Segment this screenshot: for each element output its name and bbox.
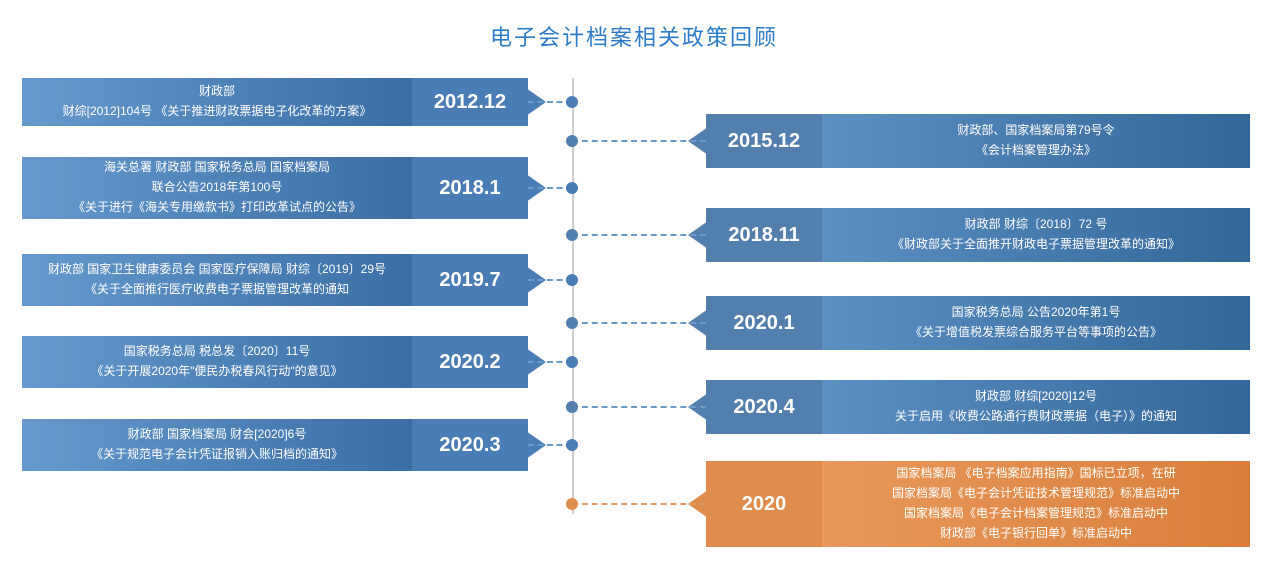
date-flag: 2019.7 — [412, 254, 528, 306]
timeline-dot — [566, 182, 578, 194]
policy-box: 财政部 国家卫生健康委员会 国家医疗保障局 财综〔2019〕29号《关于全面推行… — [22, 254, 412, 306]
timeline-entry: 财政部 财综[2020]12号关于启用《收费公路通行费财政票据（电子）》的通知2… — [706, 380, 1250, 434]
policy-box: 财政部 财综〔2018〕72 号《财政部关于全面推开财政电子票据管理改革的通知》 — [822, 208, 1250, 262]
timeline-dot — [566, 356, 578, 368]
date-flag: 2015.12 — [706, 114, 822, 168]
connector-line — [572, 140, 706, 142]
date-flag: 2020.4 — [706, 380, 822, 434]
policy-box: 财政部 国家档案局 财会[2020]6号《关于规范电子会计凭证报销入账归档的通知… — [22, 419, 412, 471]
timeline-entry: 财政部 财综〔2018〕72 号《财政部关于全面推开财政电子票据管理改革的通知》… — [706, 208, 1250, 262]
policy-line: 《会计档案管理办法》 — [976, 141, 1096, 159]
date-flag: 2020.2 — [412, 336, 528, 388]
date-flag: 2020.1 — [706, 296, 822, 350]
policy-line: 关于启用《收费公路通行费财政票据（电子）》的通知 — [895, 407, 1177, 425]
timeline-dot — [566, 229, 578, 241]
policy-line: 《关于开展2020年"便民办税春风行动"的意见》 — [91, 362, 342, 380]
policy-box: 财政部财综[2012]104号 《关于推进财政票据电子化改革的方案》 — [22, 78, 412, 126]
timeline-dot — [566, 96, 578, 108]
timeline-entry: 财政部财综[2012]104号 《关于推进财政票据电子化改革的方案》2012.1… — [22, 78, 528, 126]
timeline-dot — [566, 274, 578, 286]
policy-line: 财政部 — [199, 82, 235, 100]
policy-line: 国家档案局《电子会计档案管理规范》标准启动中 — [904, 504, 1168, 522]
date-flag: 2018.1 — [412, 157, 528, 219]
policy-line: 《关于规范电子会计凭证报销入账归档的通知》 — [91, 445, 343, 463]
policy-line: 财政部《电子银行回单》标准启动中 — [940, 524, 1132, 542]
page-title: 电子会计档案相关政策回顾 — [490, 20, 778, 52]
timeline-dot — [566, 439, 578, 451]
timeline-dot — [566, 498, 578, 510]
connector-line — [572, 234, 706, 236]
policy-line: 国家税务总局 公告2020年第1号 — [952, 303, 1121, 321]
policy-line: 《关于进行《海关专用缴款书》打印改革试点的公告》 — [73, 198, 361, 216]
policy-box: 财政部、国家档案局第79号令《会计档案管理办法》 — [822, 114, 1250, 168]
date-flag: 2020.3 — [412, 419, 528, 471]
policy-line: 财政部、国家档案局第79号令 — [957, 121, 1114, 139]
timeline-dot — [566, 135, 578, 147]
timeline-dot — [566, 401, 578, 413]
policy-box: 国家档案局 《电子档案应用指南》国标已立项，在研国家档案局《电子会计凭证技术管理… — [822, 461, 1250, 547]
timeline-entry: 国家税务总局 税总发〔2020〕11号《关于开展2020年"便民办税春风行动"的… — [22, 336, 528, 388]
policy-box: 国家税务总局 税总发〔2020〕11号《关于开展2020年"便民办税春风行动"的… — [22, 336, 412, 388]
timeline-entry: 财政部 国家档案局 财会[2020]6号《关于规范电子会计凭证报销入账归档的通知… — [22, 419, 528, 471]
date-flag: 2012.12 — [412, 78, 528, 126]
policy-line: 联合公告2018年第100号 — [152, 178, 283, 196]
timeline-dot — [566, 317, 578, 329]
policy-line: 国家档案局 《电子档案应用指南》国标已立项，在研 — [896, 464, 1175, 482]
policy-line: 国家税务总局 税总发〔2020〕11号 — [124, 342, 311, 360]
connector-line — [572, 322, 706, 324]
policy-box: 国家税务总局 公告2020年第1号《关于增值税发票综合服务平台等事项的公告》 — [822, 296, 1250, 350]
policy-line: 国家档案局《电子会计凭证技术管理规范》标准启动中 — [892, 484, 1180, 502]
policy-line: 财政部 国家卫生健康委员会 国家医疗保障局 财综〔2019〕29号 — [48, 260, 386, 278]
connector-line — [572, 406, 706, 408]
policy-line: 《关于增值税发票综合服务平台等事项的公告》 — [910, 323, 1162, 341]
timeline-entry: 财政部 国家卫生健康委员会 国家医疗保障局 财综〔2019〕29号《关于全面推行… — [22, 254, 528, 306]
policy-line: 海关总署 财政部 国家税务总局 国家档案局 — [104, 158, 330, 176]
policy-line: 财政部 财综〔2018〕72 号 — [965, 215, 1108, 233]
policy-line: 财政部 财综[2020]12号 — [975, 387, 1097, 405]
policy-line: 财综[2012]104号 《关于推进财政票据电子化改革的方案》 — [63, 102, 372, 120]
timeline-entry: 国家档案局 《电子档案应用指南》国标已立项，在研国家档案局《电子会计凭证技术管理… — [706, 461, 1250, 547]
date-flag: 2018.11 — [706, 208, 822, 262]
policy-line: 《财政部关于全面推开财政电子票据管理改革的通知》 — [892, 235, 1180, 253]
timeline-entry: 海关总署 财政部 国家税务总局 国家档案局联合公告2018年第100号《关于进行… — [22, 157, 528, 219]
connector-line — [572, 503, 706, 505]
policy-line: 《关于全面推行医疗收费电子票据管理改革的通知 — [85, 280, 349, 298]
timeline-entry: 财政部、国家档案局第79号令《会计档案管理办法》2015.12 — [706, 114, 1250, 168]
timeline-entry: 国家税务总局 公告2020年第1号《关于增值税发票综合服务平台等事项的公告》20… — [706, 296, 1250, 350]
policy-box: 海关总署 财政部 国家税务总局 国家档案局联合公告2018年第100号《关于进行… — [22, 157, 412, 219]
policy-line: 财政部 国家档案局 财会[2020]6号 — [128, 425, 307, 443]
date-flag: 2020 — [706, 461, 822, 547]
policy-box: 财政部 财综[2020]12号关于启用《收费公路通行费财政票据（电子）》的通知 — [822, 380, 1250, 434]
